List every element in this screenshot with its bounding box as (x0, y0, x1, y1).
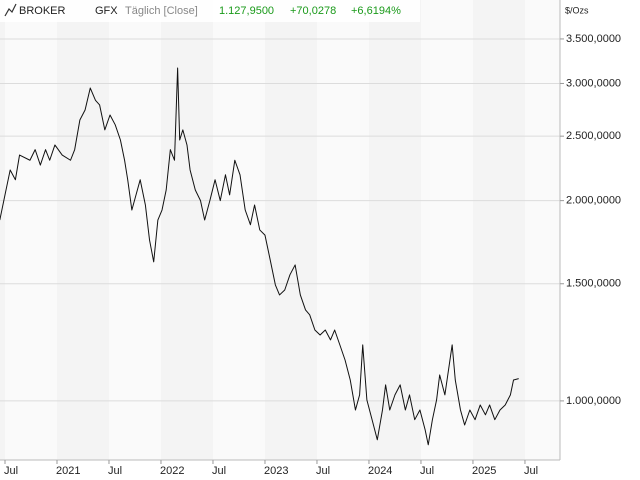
x-tick-label: 2021 (56, 465, 80, 477)
x-tick-label: 2024 (368, 465, 392, 477)
background-band (524, 0, 560, 460)
background-band (108, 0, 161, 460)
plot-background (0, 0, 560, 460)
background-band (4, 0, 57, 460)
y-tick-label: 2.500,0000 (566, 130, 621, 142)
change-percent: +6,6194% (351, 5, 401, 17)
y-tick-label: 2.000,0000 (566, 195, 621, 207)
x-tick-label: Jul (524, 465, 538, 477)
x-tick-label: 2022 (160, 465, 184, 477)
header-background (0, 0, 420, 22)
last-price: 1.127,9500 (219, 5, 274, 17)
x-tick-label: Jul (108, 465, 122, 477)
x-tick-label: Jul (316, 465, 330, 477)
x-tick-label: 2025 (472, 465, 496, 477)
price-line (0, 67, 519, 446)
symbol: GFX (95, 5, 118, 17)
brand: BROKER (19, 5, 66, 17)
logo (4, 3, 17, 17)
mode: Täglich [Close] (125, 5, 198, 17)
background-band (420, 0, 473, 460)
x-tick-label: Jul (4, 465, 18, 477)
y-tick-label: 3.000,0000 (566, 77, 621, 89)
background-band (212, 0, 265, 460)
x-tick-label: Jul (420, 465, 434, 477)
x-tick-label: 2023 (264, 465, 288, 477)
background-band (316, 0, 369, 460)
y-axis-unit: $/Ozs (565, 5, 589, 15)
change: +70,0278 (290, 5, 336, 17)
x-tick-label: Jul (212, 465, 226, 477)
y-tick-label: 1.500,0000 (566, 278, 621, 290)
y-tick-label: 1.000,0000 (566, 395, 621, 407)
y-tick-label: 3.500,0000 (566, 33, 621, 45)
